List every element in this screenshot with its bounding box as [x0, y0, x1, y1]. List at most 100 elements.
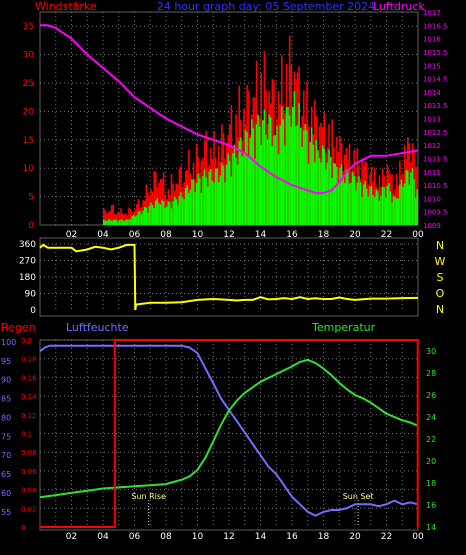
mean-bar: [258, 126, 261, 225]
mean-bar: [115, 219, 118, 225]
mean-bar: [243, 151, 245, 225]
mean-bar: [386, 185, 389, 225]
mean-bar: [240, 137, 242, 225]
mean-bar: [252, 128, 255, 225]
mean-bar: [290, 126, 292, 225]
humidity-tick: 65: [1, 470, 11, 479]
x-tick-label: 16: [286, 532, 298, 542]
humidity-tick: 100: [1, 338, 16, 347]
mean-bar: [172, 201, 174, 225]
mean-bar: [351, 172, 354, 225]
gust-bar: [106, 212, 108, 225]
mean-bar: [210, 169, 212, 225]
x-tick-label: 14: [255, 532, 267, 542]
gust-bar: [162, 172, 165, 225]
mean-bar: [169, 202, 171, 225]
gust-bar: [104, 210, 107, 225]
gust-bar: [153, 171, 155, 225]
chart-title: 24 hour graph day: 05 September 2024: [157, 0, 375, 13]
direction-tick: 360: [19, 240, 36, 250]
mean-bar: [295, 126, 297, 225]
x-tick-label: 04: [97, 230, 109, 240]
mean-bar: [246, 132, 248, 225]
mean-bar: [355, 190, 357, 225]
rain-tick: 0.04: [21, 487, 37, 495]
mean-bar: [154, 200, 157, 225]
mean-bar: [180, 192, 182, 225]
pressure-tick: 1015: [423, 62, 441, 70]
mean-bar: [292, 106, 294, 225]
mean-bar: [375, 189, 378, 225]
gust-bar: [109, 210, 111, 225]
mean-bar: [306, 130, 308, 225]
mean-bar: [222, 165, 225, 225]
mean-bar: [384, 197, 387, 225]
mean-bar: [147, 212, 149, 225]
pressure-tick: 1015.5: [423, 49, 448, 57]
mean-bar: [408, 184, 411, 225]
mean-bar: [175, 199, 178, 225]
mean-bar: [413, 179, 415, 225]
mean-bar: [117, 221, 119, 225]
mean-bar: [247, 156, 250, 225]
mean-bar: [370, 185, 373, 225]
mean-bar: [254, 158, 256, 225]
mean-bar: [285, 107, 288, 225]
x-tick-label: 00: [412, 532, 424, 542]
mean-bar: [350, 182, 352, 225]
gust-bar: [331, 119, 333, 225]
mean-bar: [255, 124, 258, 225]
gust-bar: [128, 207, 130, 225]
direction-tick: 180: [19, 273, 36, 283]
mean-bar: [241, 156, 244, 225]
mean-bar: [167, 201, 170, 225]
pressure-tick: 1013: [423, 116, 441, 124]
mean-bar: [269, 117, 272, 225]
mean-bar: [284, 145, 286, 225]
mean-bar: [232, 152, 234, 225]
sun-markers: Sun Rise Sun Set: [131, 492, 374, 527]
mean-bar: [200, 192, 203, 225]
temperature-tick: 18: [426, 479, 436, 488]
mean-bar: [114, 219, 116, 225]
x-tick-label: 22: [381, 230, 392, 240]
rain-tick: 0.08: [21, 449, 37, 457]
mean-bar: [411, 168, 414, 225]
mean-bar: [106, 220, 108, 225]
compass-label: O: [436, 287, 445, 300]
humidity-tick: 85: [1, 395, 11, 404]
x-tick-label: 06: [129, 532, 141, 542]
mean-bar: [128, 219, 130, 225]
mean-bar: [206, 186, 209, 225]
rain-label: Regen: [1, 321, 36, 334]
compass-label: N: [436, 303, 444, 316]
direction-tick: 270: [19, 257, 36, 267]
gust-bar: [391, 174, 393, 225]
mean-bar: [394, 196, 396, 225]
gust-bar: [110, 205, 113, 225]
mean-bar: [299, 127, 302, 225]
mean-bar: [244, 129, 247, 225]
pressure-tick: 1009.5: [423, 209, 448, 217]
mean-bar: [137, 211, 140, 225]
mean-bar: [303, 130, 305, 225]
wind-speed-tick: 30: [23, 51, 35, 61]
mean-bar: [343, 183, 346, 225]
mean-bar: [336, 166, 338, 225]
rain-tick: 0.02: [21, 505, 37, 513]
gust-bar: [120, 208, 122, 225]
x-tick-label: 02: [66, 230, 77, 240]
mean-bar: [153, 208, 155, 225]
mean-bar: [194, 192, 196, 225]
mean-bar: [184, 187, 187, 225]
humidity-tick: 90: [1, 376, 11, 385]
mean-bar: [125, 219, 127, 225]
mean-bar: [126, 219, 129, 225]
mean-bar: [181, 197, 184, 225]
gust-bar: [118, 213, 121, 225]
mean-bar: [381, 186, 384, 225]
mean-bar: [282, 119, 285, 225]
mean-bar: [378, 200, 381, 225]
